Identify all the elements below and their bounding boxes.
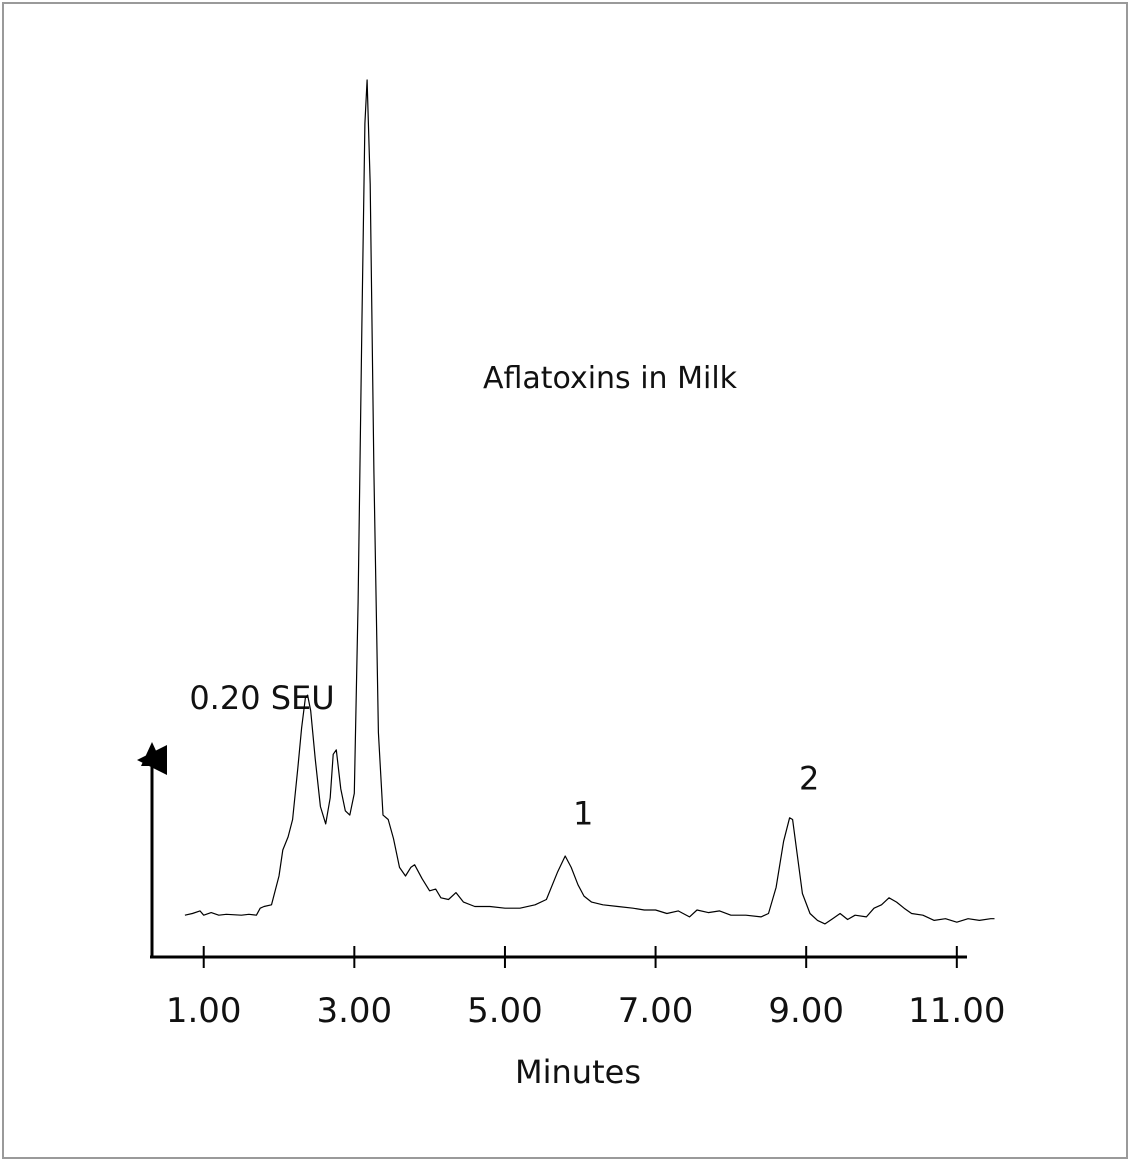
x-axis-tick-labels: 1.00 3.00 5.00 7.00 9.00 11.00 [166, 991, 1006, 1031]
x-tick-label: 9.00 [768, 991, 844, 1031]
x-tick-label: 11.00 [908, 991, 1005, 1031]
peak-label-2: 2 [799, 760, 819, 798]
chart-title: Aflatoxins in Milk [483, 361, 738, 396]
peak-label-1: 1 [573, 794, 593, 832]
x-tick-label: 7.00 [618, 991, 694, 1031]
x-axis-label: Minutes [515, 1053, 641, 1091]
chromatogram-trace [184, 79, 995, 925]
x-tick-label: 3.00 [316, 991, 392, 1031]
x-axis-ticks [202, 946, 958, 968]
peak-labels: 12 [573, 760, 819, 833]
y-scale-label: 0.20 SEU [189, 679, 334, 717]
x-tick-label: 1.00 [166, 991, 242, 1031]
x-tick-label: 5.00 [467, 991, 543, 1031]
y-axis-arrow-icon [141, 742, 163, 766]
